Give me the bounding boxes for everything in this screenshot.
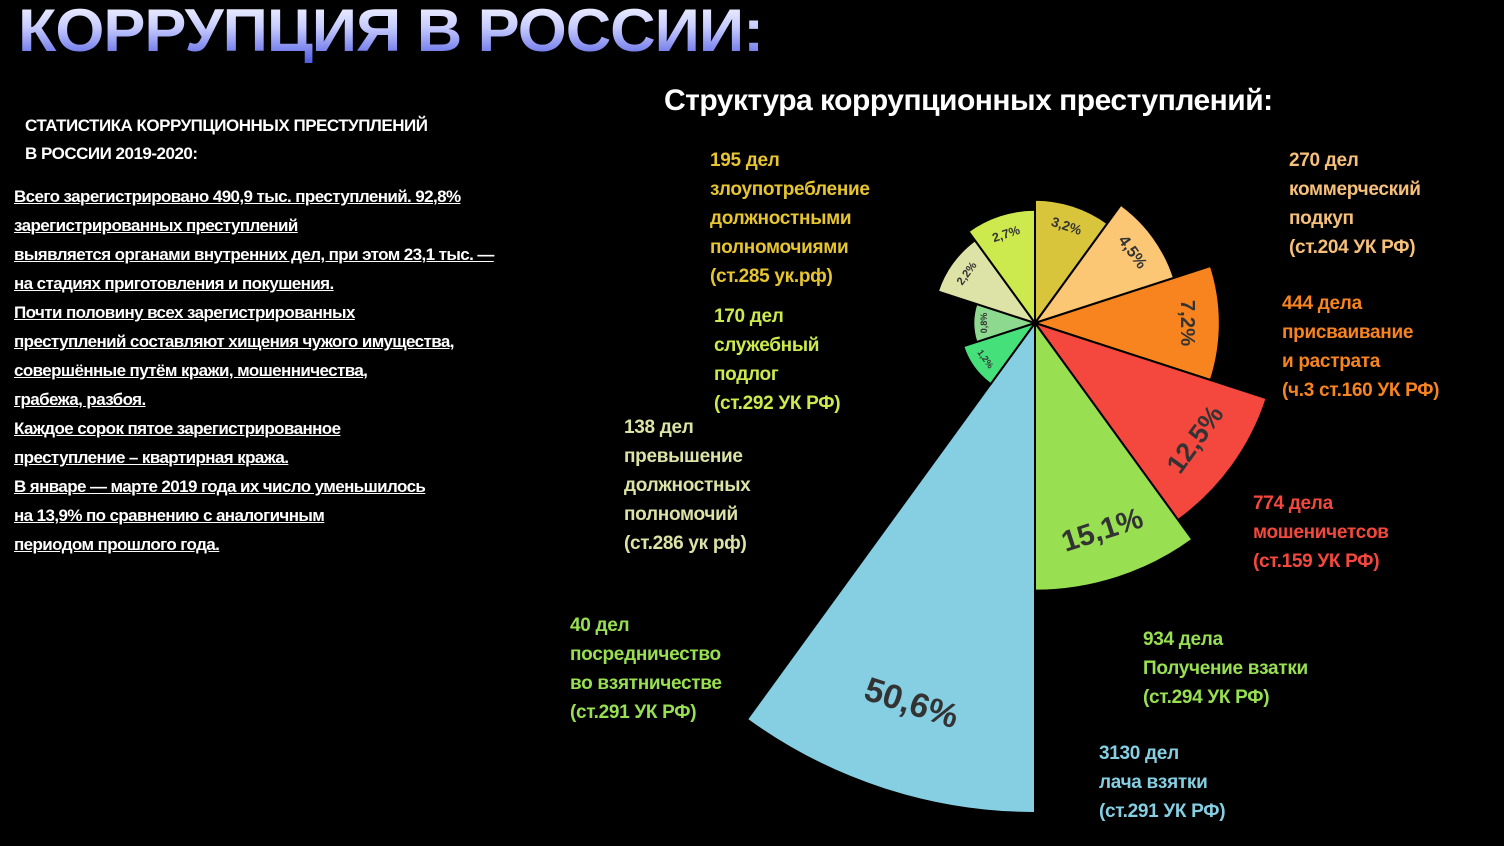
stats-heading-line2: В РОССИИ 2019-2020:: [25, 144, 198, 163]
slice-6: [961, 321, 1038, 386]
slice-0: [1034, 198, 1109, 327]
annotation-abuse-of-office: 195 дел злоупотребление должностными пол…: [710, 150, 870, 287]
annotation-taking-bribe: 934 дела Получение взатки (ст.294 УК РФ): [1143, 629, 1308, 708]
stats-body: Всего зарегистрировано 490,9 тыс. престу…: [14, 187, 494, 554]
main-title: КОРРУПЦИЯ В РОССИИ:: [18, 0, 764, 65]
stats-heading-line1: СТАТИСТИКА КОРРУПЦИОННЫХ ПРЕСТУПЛЕНИЙ: [25, 116, 428, 135]
slice-3: [1032, 321, 1268, 522]
slice-1: [1032, 203, 1176, 325]
annotation-embezzlement: 444 дела присваивание и растрата (ч.3 ст…: [1282, 293, 1440, 401]
annotation-bribery-mediation: 40 дел посредничество во взятничестве (с…: [570, 615, 722, 723]
annotation-giving-bribe: 3130 дел лача взятки (ст.291 УК РФ): [1099, 743, 1226, 822]
slice-label-2: 7,2%: [1176, 300, 1198, 346]
annotation-excess-of-authority: 138 дел превышение должностных полномочи…: [624, 417, 751, 554]
annotation-commercial-bribery: 270 дел коммерческий подкуп (ст.204 УК Р…: [1289, 150, 1421, 258]
annotation-official-forgery: 170 дел служебный подлог (ст.292 УК РФ): [714, 306, 841, 414]
slice-label-7: 0,8%: [979, 313, 989, 334]
annotation-fraud: 774 дела мошеничетсов (ст.159 УК РФ): [1253, 493, 1389, 572]
chart-title: Структура коррупционных преступлений:: [664, 84, 1273, 117]
slice-9: [967, 208, 1036, 327]
slice-2: [1031, 264, 1221, 382]
slice-4: [1034, 319, 1194, 592]
slice-5: [745, 319, 1036, 815]
stats-heading: СТАТИСТИКА КОРРУПЦИОННЫХ ПРЕСТУПЛЕНИЙ В …: [25, 112, 525, 168]
